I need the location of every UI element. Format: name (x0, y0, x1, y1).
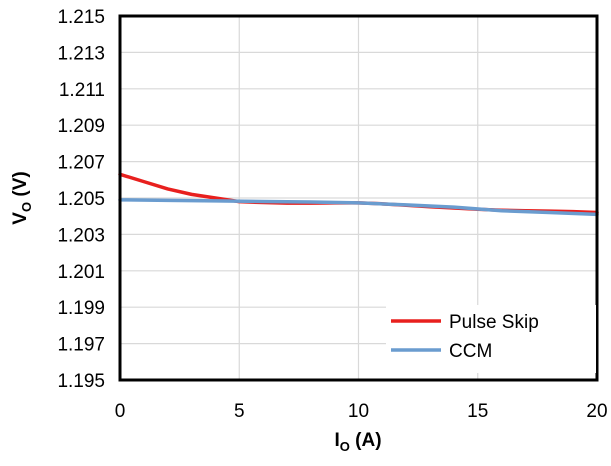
y-tick-label: 1.199 (57, 298, 105, 319)
x-tick-label: 0 (115, 401, 126, 422)
y-axis-title: VO (V) (10, 171, 34, 224)
series-line-ccm (118, 198, 599, 217)
x-tick-labels: 0 5 10 15 20 (115, 401, 608, 422)
x-tick-label: 15 (467, 401, 488, 422)
y-tick-label: 1.213 (57, 43, 105, 64)
y-tick-label: 1.209 (57, 116, 105, 137)
legend-label-pulse-skip: Pulse Skip (449, 312, 539, 333)
legend-label-ccm: CCM (449, 341, 492, 362)
y-tick-label: 1.211 (59, 80, 105, 101)
y-tick-label: 1.203 (57, 225, 105, 246)
x-tick-label: 10 (348, 401, 369, 422)
legend-background (386, 305, 596, 373)
series-lines (118, 172, 599, 217)
y-tick-label: 1.195 (57, 371, 105, 392)
x-tick-label: 20 (586, 401, 607, 422)
legend: Pulse Skip CCM (386, 305, 596, 373)
x-axis-title: IO (A) (334, 430, 381, 454)
plot-area-border (118, 14, 599, 382)
y-tick-labels: 1.195 1.197 1.199 1.201 1.203 1.205 1.207 1.209… (57, 7, 105, 392)
y-tick-label: 1.197 (57, 335, 105, 356)
y-tick-label: 1.205 (57, 189, 105, 210)
y-tick-label: 1.215 (57, 7, 105, 28)
y-tick-label: 1.207 (57, 153, 105, 174)
y-tick-label: 1.201 (57, 262, 105, 283)
x-tick-label: 5 (234, 401, 245, 422)
